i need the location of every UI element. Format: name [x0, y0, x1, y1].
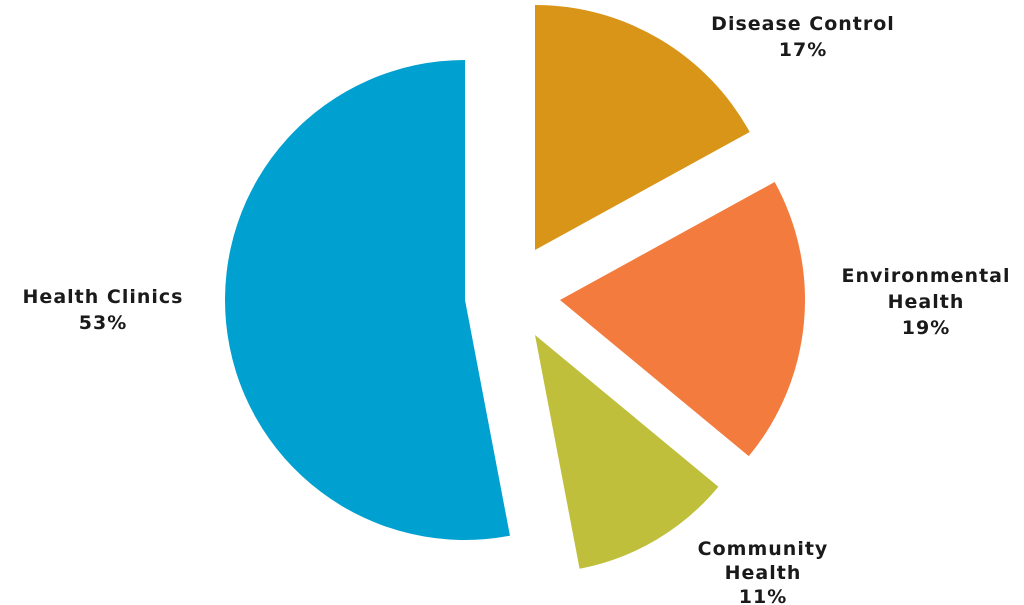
pie-label-line: 19%: [902, 317, 950, 339]
pie-label-line: Health Clinics: [23, 286, 184, 308]
pie-labels: Disease Control 17% Environmental Health 19%…: [23, 13, 1011, 605]
pie-slices: [225, 5, 806, 569]
pie-label-line: 11%: [739, 586, 787, 605]
pie-label-line: Community: [698, 538, 829, 560]
pie-label-health-clinics: Health Clinics 53%: [23, 286, 184, 334]
pie-label-line: Health: [725, 562, 802, 584]
pie-label-disease-control: Disease Control 17%: [711, 13, 895, 61]
pie-slice-disease-control: [535, 5, 750, 250]
pie-label-line: Health: [888, 291, 965, 313]
pie-slice-health-clinics: [225, 60, 510, 540]
pie-label-environmental-health: Environmental Health 19%: [842, 265, 1011, 339]
pie-label-line: 53%: [79, 312, 127, 334]
pie-label-line: Disease Control: [711, 13, 895, 35]
pie-label-community-health: Community Health 11%: [698, 538, 829, 605]
pie-label-line: Environmental: [842, 265, 1011, 287]
pie-slice-community-health: [535, 335, 719, 569]
pie-slice-environmental-health: [560, 181, 806, 457]
pie-label-line: 17%: [779, 39, 827, 61]
